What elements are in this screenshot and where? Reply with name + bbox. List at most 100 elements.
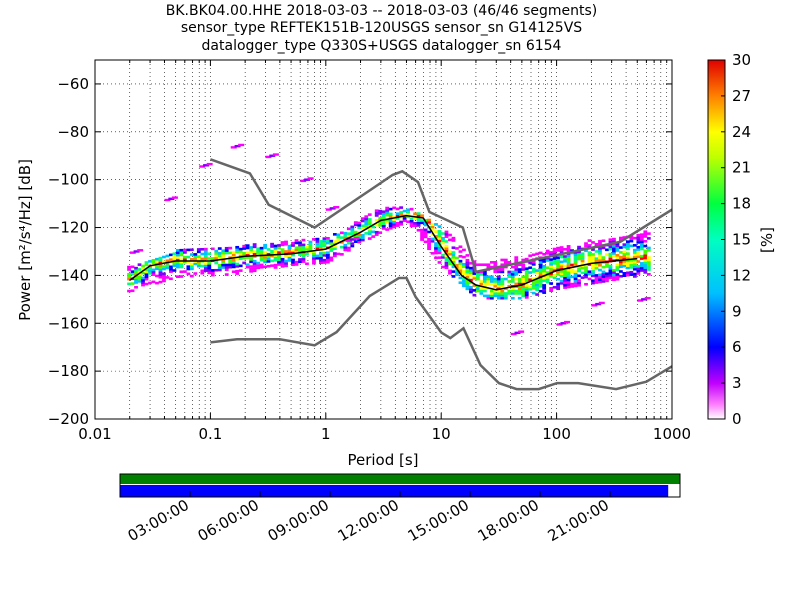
pdf-cell xyxy=(636,255,641,259)
pdf-cell xyxy=(249,270,254,273)
pdf-cell xyxy=(493,292,498,295)
pdf-cell xyxy=(632,251,637,254)
pdf-cell xyxy=(549,265,554,269)
pdf-cell xyxy=(444,232,449,236)
pdf-cell xyxy=(144,270,149,274)
pdf-cell xyxy=(287,249,292,253)
pdf-cell xyxy=(312,261,316,265)
colorbar-tick-label: 27 xyxy=(732,87,751,105)
pdf-cell xyxy=(646,273,651,276)
pdf-cell xyxy=(514,273,519,276)
pdf-cell xyxy=(162,272,166,276)
pdf-cell xyxy=(339,241,344,244)
pdf-cell xyxy=(528,266,533,270)
pdf-cell xyxy=(214,268,219,272)
pdf-cell xyxy=(489,289,494,293)
pdf-cell xyxy=(423,228,428,232)
pdf-cell xyxy=(601,270,606,274)
pdf-cell xyxy=(367,237,372,240)
pdf-cell xyxy=(409,219,414,223)
pdf-outlier-cell xyxy=(595,302,602,306)
pdf-cell xyxy=(200,271,205,275)
pdf-cell xyxy=(482,289,487,293)
pdf-cell xyxy=(521,294,526,298)
pdf-cell xyxy=(549,282,554,285)
pdf-cell xyxy=(127,275,131,278)
pdf-cell xyxy=(291,263,295,267)
pdf-cell xyxy=(636,267,641,271)
pdf-cell xyxy=(252,269,257,273)
pdf-cell xyxy=(587,263,592,266)
pdf-cell xyxy=(441,253,445,257)
pdf-cell xyxy=(601,265,606,269)
pdf-cell xyxy=(556,273,561,276)
pdf-cell xyxy=(580,254,585,258)
pdf-cell xyxy=(158,271,163,274)
pdf-cell xyxy=(479,263,484,267)
pdf-cell xyxy=(535,293,540,296)
pdf-cell xyxy=(625,247,630,251)
pdf-cell xyxy=(587,260,592,264)
pdf-cell xyxy=(395,224,400,227)
pdf-cell xyxy=(577,245,581,249)
pdf-cell xyxy=(577,267,581,270)
pdf-outlier-cell xyxy=(265,155,272,159)
colorbar-tick-label: 18 xyxy=(732,195,751,213)
pdf-cell xyxy=(326,251,330,254)
pdf-cell xyxy=(643,263,648,267)
pdf-cell xyxy=(200,264,205,268)
pdf-cell xyxy=(639,235,644,239)
pdf-cell xyxy=(608,240,613,244)
pdf-cell xyxy=(144,273,149,276)
pdf-cell xyxy=(598,280,602,284)
pdf-cell xyxy=(312,254,316,258)
pdf-cell xyxy=(420,214,424,217)
pdf-cell xyxy=(493,284,498,288)
pdf-cell xyxy=(280,243,285,247)
pdf-cell xyxy=(549,286,554,290)
pdf-cell xyxy=(332,233,337,236)
pdf-cell xyxy=(193,255,198,259)
pdf-cell xyxy=(521,258,526,262)
pdf-cell xyxy=(291,251,295,255)
pdf-cell xyxy=(176,261,180,264)
pdf-cell xyxy=(531,277,536,281)
colorbar-tick-label: 12 xyxy=(732,266,751,284)
pdf-cell xyxy=(643,256,648,260)
pdf-cell xyxy=(319,239,323,243)
pdf-cell xyxy=(570,270,574,274)
pdf-cell xyxy=(371,230,376,234)
timeline-tick-label: 21:00:00 xyxy=(545,496,612,545)
pdf-cell xyxy=(538,285,543,288)
pdf-cell xyxy=(632,272,637,276)
pdf-cell xyxy=(521,275,526,278)
pdf-cell xyxy=(381,219,386,223)
pdf-cell xyxy=(245,263,250,267)
pdf-cell xyxy=(444,249,449,253)
pdf-cell xyxy=(221,266,226,269)
pdf-cell xyxy=(448,271,452,275)
pdf-cell xyxy=(441,265,445,269)
pdf-cell xyxy=(563,264,567,268)
pdf-cell xyxy=(465,270,470,274)
pdf-cell xyxy=(144,261,149,264)
pdf-cell xyxy=(465,254,470,257)
pdf-cell xyxy=(612,240,616,243)
pdf-cell xyxy=(130,265,135,269)
pdf-cell xyxy=(158,280,163,284)
pdf-cell xyxy=(455,263,459,267)
pdf-cell xyxy=(462,270,466,273)
pdf-cell xyxy=(162,279,166,283)
pdf-cell xyxy=(566,254,571,258)
pdf-cell xyxy=(346,241,351,245)
pdf-outlier-cell xyxy=(230,146,237,149)
pdf-cell xyxy=(643,268,648,272)
pdf-cell xyxy=(632,256,637,259)
pdf-cell xyxy=(549,289,554,292)
pdf-cell xyxy=(263,255,267,259)
pdf-cell xyxy=(245,265,250,269)
pdf-cell xyxy=(563,257,567,261)
pdf-cell xyxy=(322,246,327,250)
pdf-cell xyxy=(385,209,390,212)
pdf-cell xyxy=(413,217,417,220)
